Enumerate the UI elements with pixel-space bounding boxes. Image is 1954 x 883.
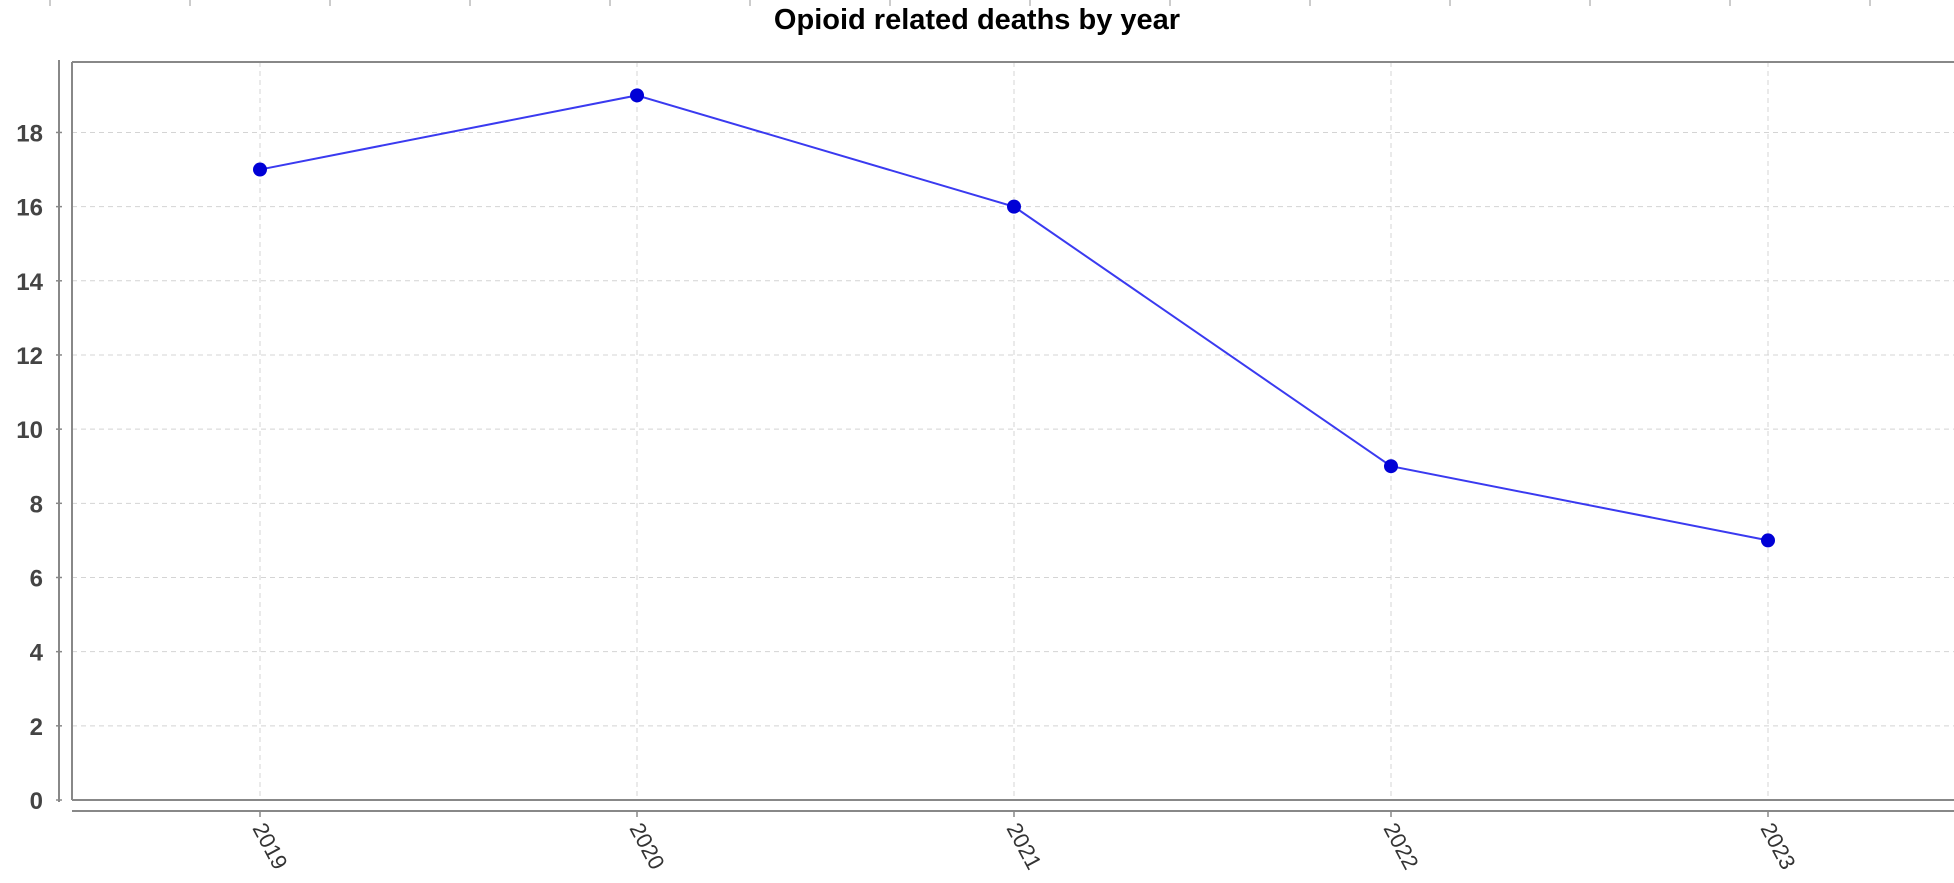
data-point [253, 162, 267, 177]
y-axis-ticks: 0 2 4 6 8 10 12 14 16 18 [16, 120, 62, 815]
x-tick-label: 2019 [248, 819, 293, 874]
y-tick-label: 8 [30, 491, 43, 518]
y-tick-label: 4 [30, 640, 44, 667]
data-point [1761, 533, 1775, 548]
y-tick-label: 18 [16, 120, 43, 147]
data-point [630, 88, 644, 103]
y-tick-label: 14 [16, 269, 43, 296]
axes [49, 0, 1954, 812]
data-points [253, 88, 1775, 548]
data-point [1007, 199, 1021, 214]
x-tick-label: 2020 [625, 819, 670, 874]
x-axis-ticks: 2019 2020 2021 2022 2023 [248, 811, 1801, 874]
x-tick-label: 2022 [1379, 819, 1424, 874]
data-point [1384, 459, 1398, 474]
x-tick-label: 2023 [1756, 819, 1801, 874]
y-tick-label: 10 [16, 417, 43, 444]
y-tick-label: 6 [30, 565, 43, 592]
y-tick-label: 12 [16, 343, 43, 370]
x-tick-label: 2021 [1002, 819, 1047, 874]
chart-title: Opioid related deaths by year [773, 4, 1181, 36]
y-tick-label: 0 [30, 788, 43, 815]
y-tick-label: 2 [30, 714, 43, 741]
grid-lines [72, 62, 1954, 800]
y-tick-label: 16 [16, 195, 43, 222]
